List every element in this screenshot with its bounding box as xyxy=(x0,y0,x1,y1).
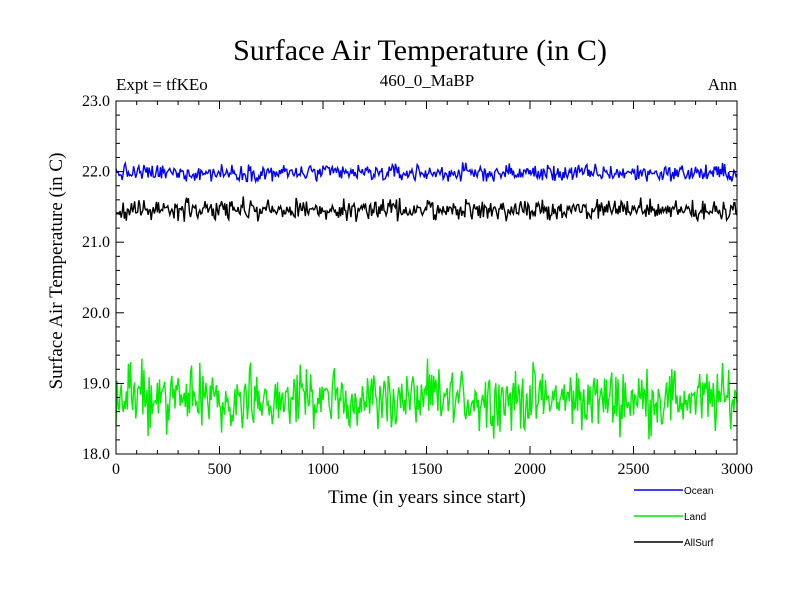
y-tick-label: 21.0 xyxy=(82,234,110,251)
chart-title: Surface Air Temperature (in C) xyxy=(233,34,607,67)
experiment-label: Expt = tfKEo xyxy=(116,75,208,94)
legend-label-ocean: Ocean xyxy=(684,486,713,497)
legend: Ocean Land AllSurf xyxy=(634,486,714,549)
x-tick-label: 1500 xyxy=(411,461,443,478)
x-tick-label: 1000 xyxy=(307,461,339,478)
x-axis-label: Time (in years since start) xyxy=(328,487,526,508)
y-tick-label: 22.0 xyxy=(82,164,110,181)
period-label: 460_0_MaBP xyxy=(380,71,474,90)
x-tick-label: 2500 xyxy=(618,461,650,478)
y-tick-label: 23.0 xyxy=(82,93,110,110)
x-tick-label: 500 xyxy=(208,461,232,478)
series-line-allsurf xyxy=(115,196,738,223)
series-layer xyxy=(115,160,738,440)
y-tick-label: 20.0 xyxy=(82,305,110,322)
season-label: Ann xyxy=(708,75,738,94)
series-line-land xyxy=(115,358,738,440)
x-tick-label: 0 xyxy=(112,461,120,478)
y-tick-label: 18.0 xyxy=(82,446,110,463)
y-tick-label: 19.0 xyxy=(82,375,110,392)
y-axis-label: Surface Air Temperature (in C) xyxy=(46,153,67,390)
legend-label-allsurf: AllSurf xyxy=(684,538,714,549)
x-tick-label: 3000 xyxy=(721,461,753,478)
x-tick-label: 2000 xyxy=(514,461,546,478)
axes-layer: 0 500 1000 1500 2000 2500 3000 18.0 19.0 20.0 21.0… xyxy=(82,93,753,478)
series-line-ocean xyxy=(115,160,738,185)
legend-label-land: Land xyxy=(684,512,706,523)
